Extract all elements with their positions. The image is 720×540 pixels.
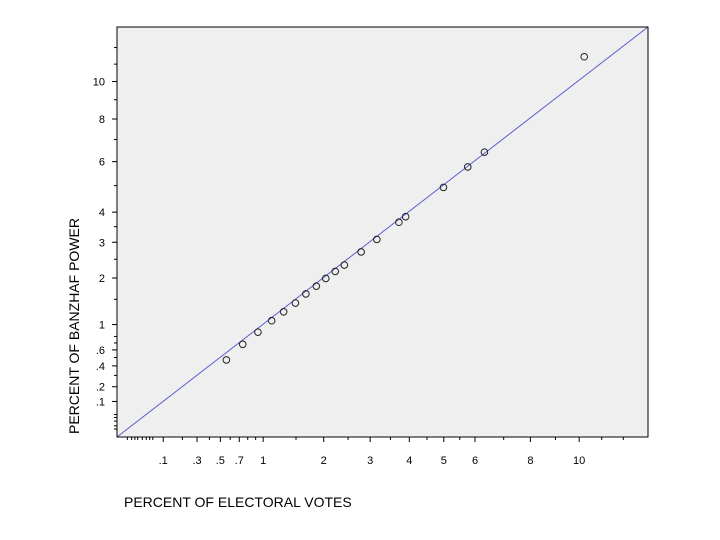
y-axis-title: PERCENT OF BANZHAF POWER: [66, 218, 82, 434]
data-points: [222, 52, 589, 364]
data-point: [267, 316, 276, 325]
x-tick-label: 1: [260, 455, 266, 467]
x-tick-label: 10: [573, 455, 585, 467]
data-point: [279, 308, 288, 316]
data-point: [254, 328, 262, 336]
data-point: [439, 183, 448, 192]
x-tick-label: 2: [321, 455, 327, 467]
y-tick-label: 4: [99, 207, 105, 219]
x-axis-title: PERCENT OF ELECTORAL VOTES: [124, 494, 352, 510]
data-point: [321, 274, 330, 283]
y-axis-ticks: .1 .2 .4 .6 1 2 3 4 6 8 10: [93, 47, 117, 430]
x-tick-label: 4: [406, 455, 412, 467]
data-point: [312, 282, 321, 290]
data-point: [302, 290, 310, 298]
x-tick-label: 8: [527, 455, 533, 467]
y-tick-label: .1: [96, 396, 105, 408]
data-point: [357, 248, 365, 256]
plot-frame: [116, 26, 649, 438]
x-tick-label: .5: [216, 455, 225, 467]
x-tick-label: .3: [192, 455, 201, 467]
x-tick-label: 6: [472, 455, 478, 467]
x-axis-ticks: .1 .3 .5 .7 1 2 3 4 5 6 8 10: [126, 437, 624, 467]
y-tick-label: .4: [96, 361, 105, 373]
data-point: [238, 340, 247, 349]
data-point: [480, 148, 489, 156]
y-tick-label: .6: [96, 345, 105, 357]
data-point: [401, 212, 410, 221]
x-tick-label: 5: [441, 455, 447, 467]
data-point: [463, 163, 472, 171]
reference-line-layer: [116, 26, 649, 438]
data-point: [340, 261, 349, 269]
data-point: [580, 52, 589, 61]
y-tick-label: .2: [96, 382, 105, 394]
y-tick-label: 3: [99, 237, 105, 249]
reference-line: [116, 26, 649, 438]
y-tick-label: 8: [99, 114, 105, 126]
data-point: [395, 218, 403, 227]
x-tick-label: .7: [235, 455, 244, 467]
y-tick-label: 10: [93, 76, 105, 88]
data-point: [331, 267, 340, 276]
data-point: [291, 299, 300, 307]
data-point: [373, 235, 381, 244]
data-point: [222, 356, 231, 364]
y-tick-label: 1: [99, 320, 105, 332]
x-tick-label: .1: [159, 455, 168, 467]
y-tick-label: 2: [99, 273, 105, 285]
x-tick-label: 3: [367, 455, 373, 467]
y-tick-label: 6: [99, 157, 105, 169]
